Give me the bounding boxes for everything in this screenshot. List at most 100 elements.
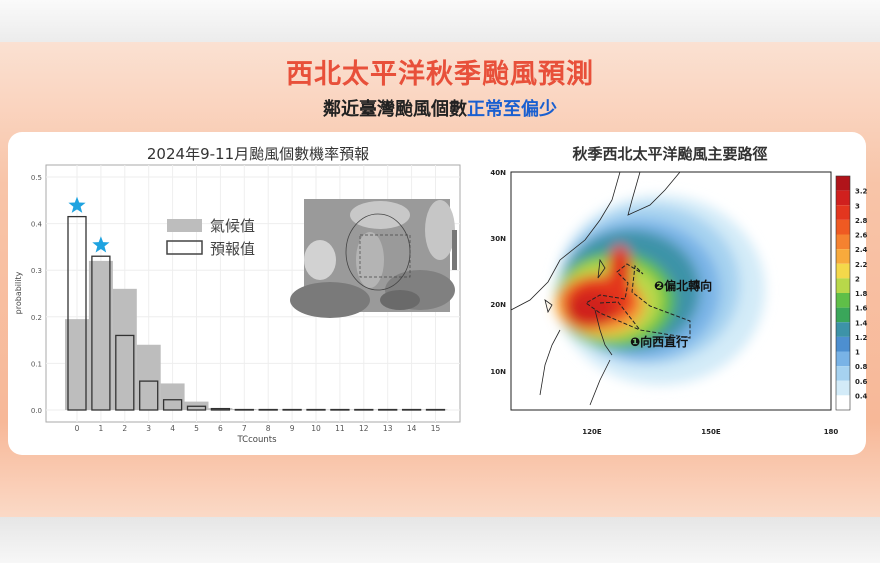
subtitle-highlight: 正常至偏少 bbox=[467, 99, 557, 120]
annotation-westward: ❶向西直行 bbox=[630, 334, 688, 349]
colorbar-tick-label: 2 bbox=[855, 275, 860, 283]
climate-bar bbox=[136, 344, 161, 410]
colorbar-tick-label: 3.2 bbox=[855, 188, 868, 196]
x-tick-label: 4 bbox=[170, 424, 175, 433]
colorbar-tick-label: 3 bbox=[855, 202, 860, 210]
bar-chart-title: 2024年9-11月颱風個數機率預報 bbox=[146, 145, 370, 163]
lat-tick-label: 30N bbox=[490, 235, 506, 243]
colorbar-tick-label: 1 bbox=[855, 349, 860, 357]
inset-map-blob bbox=[425, 200, 455, 260]
colorbar-tick-label: 2.4 bbox=[855, 246, 868, 254]
bottom-strip bbox=[0, 517, 880, 563]
y-tick-label: 0.4 bbox=[31, 221, 43, 229]
map-title: 秋季西北太平洋颱風主要路徑 bbox=[572, 145, 768, 163]
x-axis-label: TCcounts bbox=[236, 435, 277, 445]
forecast-bar bbox=[162, 399, 183, 411]
colorbar-tick-label: 0.6 bbox=[855, 378, 868, 386]
inset-box bbox=[359, 234, 411, 278]
colorbar-tick-label: 1.2 bbox=[855, 334, 868, 342]
colorbar-tick-label: 2.8 bbox=[855, 217, 868, 225]
forecast-bar bbox=[67, 215, 87, 411]
x-tick-label: 11 bbox=[335, 424, 345, 433]
y-tick-label: 0.0 bbox=[31, 407, 42, 415]
inset-map-image bbox=[290, 199, 457, 318]
colorbar-cell bbox=[836, 395, 850, 410]
y-tick-label: 0.1 bbox=[31, 360, 42, 368]
colorbar-cell bbox=[836, 263, 850, 279]
track-arrows bbox=[585, 263, 691, 339]
forecast-bar bbox=[425, 408, 446, 411]
map-frame bbox=[510, 171, 832, 411]
colorbar-cell bbox=[836, 366, 850, 381]
colorbar-tick-label: 1.4 bbox=[855, 319, 868, 327]
forecast-bar bbox=[330, 408, 350, 411]
page-subtitle: 鄰近臺灣颱風個數正常至偏少 bbox=[0, 95, 880, 121]
x-tick-label: 2 bbox=[122, 424, 127, 433]
inset-map-blob bbox=[290, 282, 370, 318]
forecast-bar bbox=[234, 408, 254, 411]
colorbar-cell bbox=[836, 293, 850, 308]
colorbar-cell bbox=[836, 190, 850, 206]
inset-colorbar bbox=[452, 230, 457, 270]
x-tick-label: 0 bbox=[75, 424, 80, 433]
y-tick-label: 0.5 bbox=[31, 174, 42, 182]
colorbar-tick-label: 0.4 bbox=[855, 392, 868, 400]
lat-tick-label: 40N bbox=[490, 169, 506, 177]
forecast-bar bbox=[258, 408, 278, 411]
annotation-recurve: ❷偏北轉向 bbox=[654, 278, 712, 293]
colorbar-cell bbox=[836, 307, 850, 323]
climate-bar bbox=[65, 319, 89, 410]
inset-map-blob bbox=[304, 240, 336, 280]
inset-map-blob bbox=[356, 232, 384, 288]
lat-tick-label: 20N bbox=[490, 301, 506, 309]
x-tick-label: 8 bbox=[266, 424, 271, 433]
lon-tick-label: 150E bbox=[701, 428, 721, 436]
forecast-bar bbox=[91, 255, 111, 411]
inset-map-blob bbox=[350, 201, 410, 229]
forecast-bar bbox=[210, 407, 231, 411]
x-tick-label: 7 bbox=[242, 424, 247, 433]
heatmap-blur bbox=[555, 195, 765, 385]
legend-swatch-forecast bbox=[166, 240, 203, 255]
forecast-bar bbox=[115, 334, 135, 411]
x-tick-label: 10 bbox=[311, 424, 321, 433]
forecast-bar bbox=[378, 408, 398, 411]
forecast-bar bbox=[306, 408, 326, 411]
colorbar-cell bbox=[836, 278, 850, 293]
climate-bar bbox=[160, 383, 185, 410]
x-tick-label: 12 bbox=[359, 424, 369, 433]
forecast-bar bbox=[354, 408, 374, 411]
forecast-bar bbox=[139, 380, 159, 411]
subtitle-prefix: 鄰近臺灣颱風個數 bbox=[323, 99, 467, 120]
star-icon bbox=[68, 196, 86, 213]
colorbar-frame bbox=[835, 175, 851, 411]
forecast-bar bbox=[186, 405, 207, 411]
colorbar-cell bbox=[836, 205, 850, 220]
y-tick-label: 0.2 bbox=[31, 314, 42, 322]
colorbar-cell bbox=[836, 351, 850, 367]
legend-label-forecast: 預報值 bbox=[210, 240, 255, 258]
x-tick-label: 9 bbox=[290, 424, 295, 433]
lon-tick-label: 120E bbox=[582, 428, 602, 436]
colorbar-cell bbox=[836, 234, 850, 250]
colorbar-tick-label: 1.8 bbox=[855, 290, 868, 298]
colorbar-tick-label: 1.6 bbox=[855, 305, 868, 313]
top-strip bbox=[0, 0, 880, 42]
y-axis-label: probability bbox=[14, 271, 23, 314]
colorbar-tick-label: 2.2 bbox=[855, 261, 868, 269]
lon-tick-label: 180 bbox=[824, 428, 839, 436]
x-tick-label: 15 bbox=[431, 424, 441, 433]
x-tick-label: 6 bbox=[218, 424, 223, 433]
x-tick-label: 5 bbox=[194, 424, 199, 433]
x-tick-label: 13 bbox=[383, 424, 393, 433]
colorbar-tick-label: 0.8 bbox=[855, 363, 868, 371]
density-contour bbox=[565, 292, 615, 328]
y-tick-label: 0.3 bbox=[31, 267, 42, 275]
legend-swatch-climate bbox=[167, 219, 202, 232]
star-icon bbox=[92, 236, 110, 253]
colorbar-cell bbox=[836, 176, 850, 191]
forecast-bar bbox=[401, 408, 422, 411]
climate-bar bbox=[112, 288, 137, 410]
x-tick-label: 14 bbox=[407, 424, 417, 433]
